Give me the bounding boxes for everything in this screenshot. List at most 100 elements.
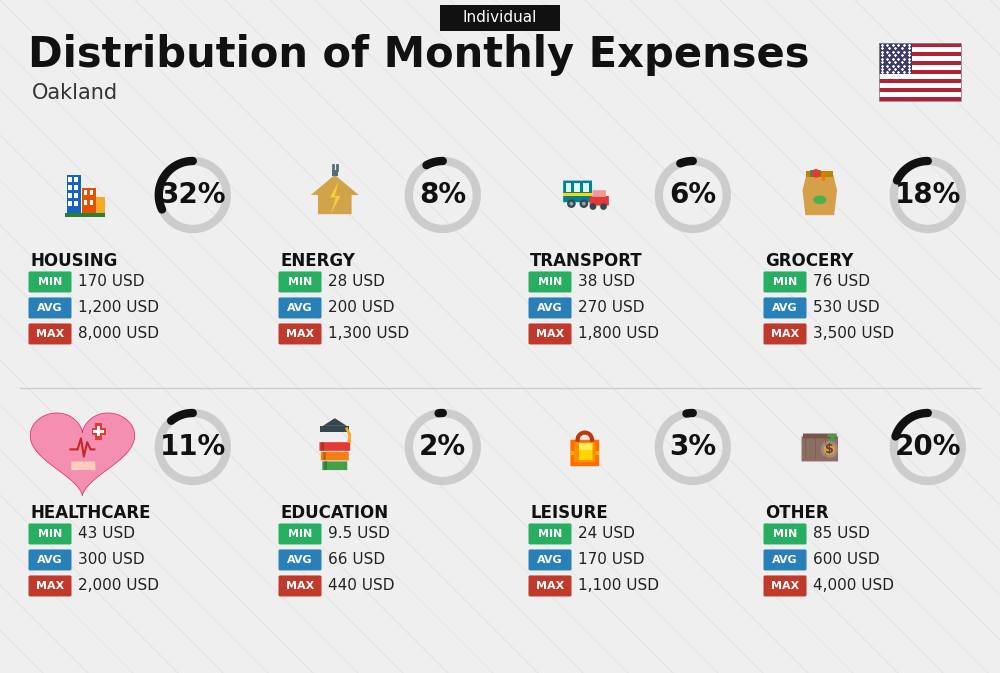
FancyBboxPatch shape: [28, 271, 72, 293]
Text: ENERGY: ENERGY: [280, 252, 355, 270]
FancyBboxPatch shape: [68, 177, 72, 182]
FancyBboxPatch shape: [28, 524, 72, 544]
Text: MIN: MIN: [288, 277, 312, 287]
Circle shape: [824, 444, 835, 455]
FancyBboxPatch shape: [321, 442, 324, 451]
Text: 1,800 USD: 1,800 USD: [578, 326, 659, 341]
Text: 76 USD: 76 USD: [813, 275, 870, 289]
FancyBboxPatch shape: [28, 324, 72, 345]
FancyBboxPatch shape: [278, 524, 322, 544]
FancyBboxPatch shape: [806, 171, 833, 177]
Text: 1,100 USD: 1,100 USD: [578, 579, 659, 594]
Text: Oakland: Oakland: [32, 83, 118, 103]
Text: 1,300 USD: 1,300 USD: [328, 326, 409, 341]
Text: 20%: 20%: [895, 433, 961, 461]
FancyBboxPatch shape: [528, 271, 572, 293]
Text: 32%: 32%: [160, 181, 226, 209]
FancyBboxPatch shape: [84, 200, 87, 205]
FancyBboxPatch shape: [332, 170, 338, 176]
FancyBboxPatch shape: [764, 271, 806, 293]
Text: MIN: MIN: [773, 529, 797, 539]
Text: MAX: MAX: [771, 329, 799, 339]
Text: AVG: AVG: [537, 303, 563, 313]
FancyBboxPatch shape: [574, 442, 595, 462]
Text: HOUSING: HOUSING: [30, 252, 117, 270]
Text: 1,200 USD: 1,200 USD: [78, 300, 159, 316]
FancyBboxPatch shape: [764, 297, 806, 318]
FancyBboxPatch shape: [319, 442, 350, 451]
Text: AVG: AVG: [537, 555, 563, 565]
FancyBboxPatch shape: [323, 452, 326, 460]
FancyBboxPatch shape: [322, 462, 347, 470]
Circle shape: [567, 199, 576, 208]
FancyBboxPatch shape: [68, 201, 72, 206]
FancyBboxPatch shape: [97, 427, 100, 436]
FancyBboxPatch shape: [590, 196, 609, 205]
Text: MIN: MIN: [38, 529, 62, 539]
Text: MAX: MAX: [286, 581, 314, 591]
Text: 2%: 2%: [419, 433, 466, 461]
FancyBboxPatch shape: [278, 324, 322, 345]
Text: 2,000 USD: 2,000 USD: [78, 579, 159, 594]
Text: $: $: [825, 443, 834, 456]
FancyBboxPatch shape: [764, 549, 806, 571]
FancyBboxPatch shape: [321, 452, 349, 460]
Text: 28 USD: 28 USD: [328, 275, 385, 289]
FancyBboxPatch shape: [879, 43, 912, 74]
Circle shape: [569, 202, 573, 205]
Text: 200 USD: 200 USD: [328, 300, 394, 316]
Text: MIN: MIN: [288, 529, 312, 539]
Text: 3,500 USD: 3,500 USD: [813, 326, 894, 341]
Text: OTHER: OTHER: [765, 504, 829, 522]
Text: 8,000 USD: 8,000 USD: [78, 326, 159, 341]
FancyBboxPatch shape: [879, 74, 961, 79]
Text: 66 USD: 66 USD: [328, 553, 385, 567]
FancyBboxPatch shape: [278, 549, 322, 571]
Text: MAX: MAX: [771, 581, 799, 591]
Ellipse shape: [813, 195, 827, 204]
FancyBboxPatch shape: [71, 462, 95, 470]
Polygon shape: [803, 175, 837, 215]
FancyBboxPatch shape: [28, 549, 72, 571]
FancyBboxPatch shape: [528, 575, 572, 596]
FancyBboxPatch shape: [440, 5, 560, 31]
Circle shape: [582, 202, 586, 205]
FancyBboxPatch shape: [93, 430, 104, 433]
Polygon shape: [30, 413, 135, 495]
FancyBboxPatch shape: [278, 575, 322, 596]
Text: AVG: AVG: [772, 303, 798, 313]
FancyBboxPatch shape: [566, 183, 571, 192]
Text: LEISURE: LEISURE: [530, 504, 608, 522]
FancyBboxPatch shape: [879, 79, 961, 83]
Text: MAX: MAX: [36, 329, 64, 339]
Text: GROCERY: GROCERY: [765, 252, 853, 270]
Text: MAX: MAX: [286, 329, 314, 339]
Text: 38 USD: 38 USD: [578, 275, 635, 289]
FancyBboxPatch shape: [563, 180, 592, 202]
Text: MAX: MAX: [536, 329, 564, 339]
FancyBboxPatch shape: [803, 433, 837, 438]
FancyBboxPatch shape: [67, 175, 81, 214]
Text: 3%: 3%: [669, 433, 716, 461]
Text: AVG: AVG: [287, 555, 313, 565]
Polygon shape: [311, 175, 359, 214]
FancyBboxPatch shape: [528, 297, 572, 318]
FancyBboxPatch shape: [802, 436, 838, 462]
FancyBboxPatch shape: [764, 524, 806, 544]
FancyBboxPatch shape: [74, 185, 78, 190]
Text: 18%: 18%: [895, 181, 961, 209]
Text: AVG: AVG: [287, 303, 313, 313]
FancyBboxPatch shape: [822, 172, 825, 180]
Text: MIN: MIN: [538, 529, 562, 539]
FancyBboxPatch shape: [810, 170, 821, 177]
Polygon shape: [323, 418, 347, 426]
FancyBboxPatch shape: [579, 443, 592, 450]
Text: 270 USD: 270 USD: [578, 300, 644, 316]
FancyBboxPatch shape: [95, 423, 102, 440]
Text: HEALTHCARE: HEALTHCARE: [30, 504, 150, 522]
FancyBboxPatch shape: [528, 524, 572, 544]
FancyBboxPatch shape: [879, 61, 961, 65]
FancyBboxPatch shape: [278, 297, 322, 318]
Text: 170 USD: 170 USD: [578, 553, 644, 567]
Text: 530 USD: 530 USD: [813, 300, 880, 316]
